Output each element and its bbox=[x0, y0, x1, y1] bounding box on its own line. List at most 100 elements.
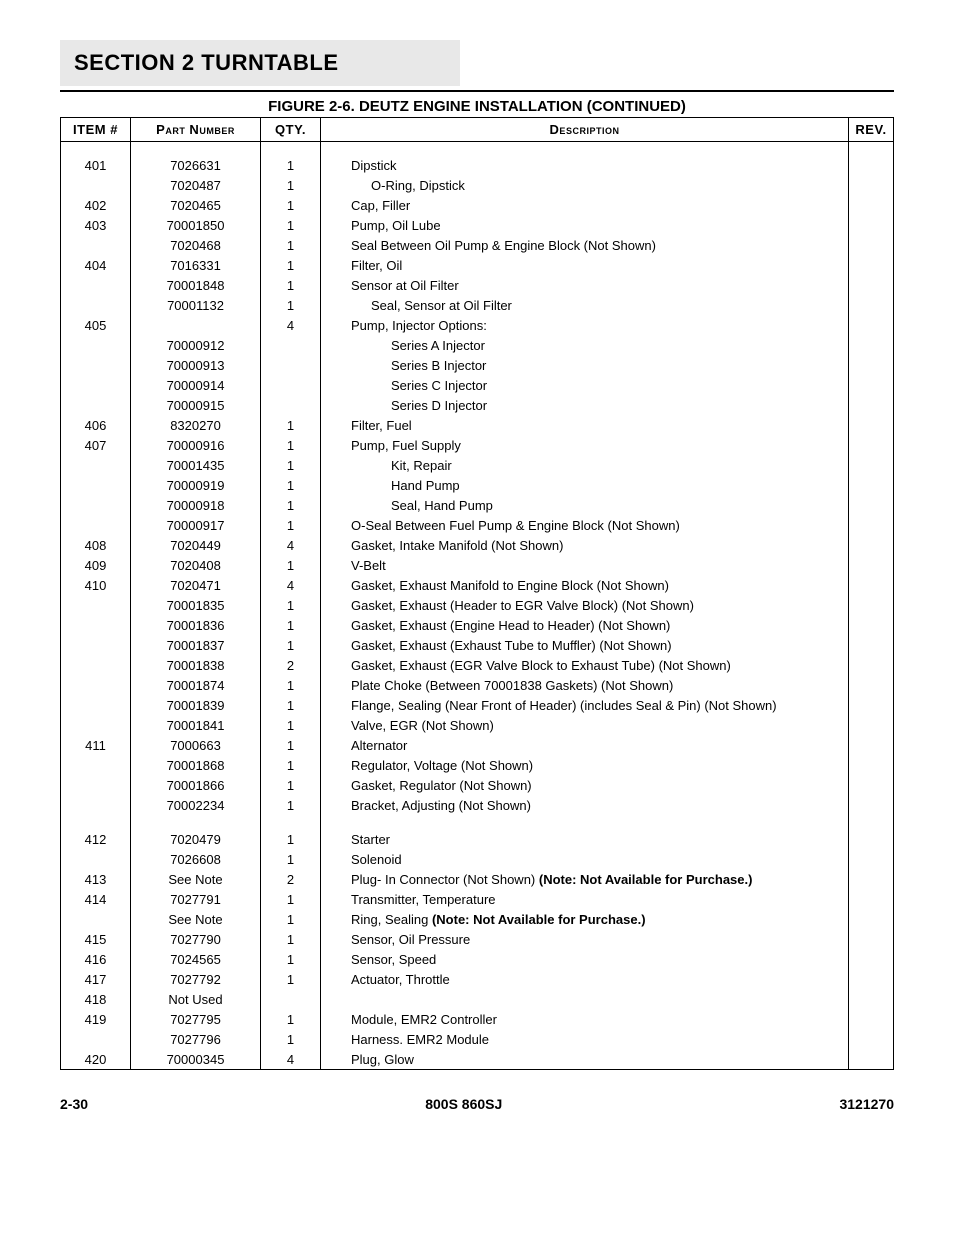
cell-rev bbox=[849, 416, 894, 436]
table-row: 700018391Flange, Sealing (Near Front of … bbox=[61, 696, 894, 716]
cell-rev bbox=[849, 356, 894, 376]
cell-rev bbox=[849, 796, 894, 816]
table-row: 40470163311Filter, Oil bbox=[61, 256, 894, 276]
parts-table: ITEM # Part Number QTY. Description REV.… bbox=[60, 117, 894, 1070]
cell-desc: Transmitter, Temperature bbox=[321, 890, 849, 910]
table-row: 420700003454Plug, Glow bbox=[61, 1050, 894, 1070]
cell-qty: 4 bbox=[261, 316, 321, 336]
cell-item bbox=[61, 296, 131, 316]
cell-part: 7020449 bbox=[131, 536, 261, 556]
cell-part: 70001848 bbox=[131, 276, 261, 296]
cell-item bbox=[61, 376, 131, 396]
cell-desc: Sensor, Speed bbox=[321, 950, 849, 970]
cell-desc: Plate Choke (Between 70001838 Gaskets) (… bbox=[321, 676, 849, 696]
cell-qty: 1 bbox=[261, 456, 321, 476]
cell-item: 415 bbox=[61, 930, 131, 950]
cell-part: 70001836 bbox=[131, 616, 261, 636]
col-header-qty: QTY. bbox=[261, 118, 321, 142]
cell-rev bbox=[849, 216, 894, 236]
cell-item: 406 bbox=[61, 416, 131, 436]
cell-part: 7020465 bbox=[131, 196, 261, 216]
table-row: 700018661Gasket, Regulator (Not Shown) bbox=[61, 776, 894, 796]
cell-desc: Actuator, Throttle bbox=[321, 970, 849, 990]
cell-item: 408 bbox=[61, 536, 131, 556]
cell-desc: Regulator, Voltage (Not Shown) bbox=[321, 756, 849, 776]
table-row: 700018351Gasket, Exhaust (Header to EGR … bbox=[61, 596, 894, 616]
table-row: 700018361Gasket, Exhaust (Engine Head to… bbox=[61, 616, 894, 636]
cell-desc: Module, EMR2 Controller bbox=[321, 1010, 849, 1030]
cell-qty: 1 bbox=[261, 596, 321, 616]
cell-part: 7020408 bbox=[131, 556, 261, 576]
cell-desc: Kit, Repair bbox=[321, 456, 849, 476]
cell-part: 7027795 bbox=[131, 1010, 261, 1030]
cell-rev bbox=[849, 890, 894, 910]
cell-desc: Valve, EGR (Not Shown) bbox=[321, 716, 849, 736]
cell-part: 7027791 bbox=[131, 890, 261, 910]
cell-desc: Plug- In Connector (Not Shown) (Note: No… bbox=[321, 870, 849, 890]
cell-item bbox=[61, 396, 131, 416]
cell-item bbox=[61, 656, 131, 676]
cell-part: Not Used bbox=[131, 990, 261, 1010]
cell-part: 70000345 bbox=[131, 1050, 261, 1070]
cell-qty: 1 bbox=[261, 476, 321, 496]
cell-part: 70001841 bbox=[131, 716, 261, 736]
table-row: 70204871O-Ring, Dipstick bbox=[61, 176, 894, 196]
cell-part: 70001866 bbox=[131, 776, 261, 796]
cell-qty: 1 bbox=[261, 256, 321, 276]
cell-desc: Series A Injector bbox=[321, 336, 849, 356]
cell-qty: 1 bbox=[261, 970, 321, 990]
table-row: 70266081Solenoid bbox=[61, 850, 894, 870]
cell-qty: 1 bbox=[261, 756, 321, 776]
cell-rev bbox=[849, 870, 894, 890]
cell-qty: 1 bbox=[261, 796, 321, 816]
cell-desc: Gasket, Exhaust (EGR Valve Block to Exha… bbox=[321, 656, 849, 676]
cell-rev bbox=[849, 776, 894, 796]
cell-part: 70000912 bbox=[131, 336, 261, 356]
cell-desc: Pump, Oil Lube bbox=[321, 216, 849, 236]
cell-qty: 1 bbox=[261, 736, 321, 756]
table-row: 407700009161Pump, Fuel Supply bbox=[61, 436, 894, 456]
cell-qty: 1 bbox=[261, 950, 321, 970]
cell-desc: Alternator bbox=[321, 736, 849, 756]
cell-item bbox=[61, 236, 131, 256]
footer-center: 800S 860SJ bbox=[425, 1096, 502, 1112]
cell-desc: Series C Injector bbox=[321, 376, 849, 396]
cell-part: 7027792 bbox=[131, 970, 261, 990]
table-row: 70000913Series B Injector bbox=[61, 356, 894, 376]
cell-desc: O-Seal Between Fuel Pump & Engine Block … bbox=[321, 516, 849, 536]
cell-part: 70001839 bbox=[131, 696, 261, 716]
cell-item: 418 bbox=[61, 990, 131, 1010]
cell-part: 70001837 bbox=[131, 636, 261, 656]
cell-desc: Pump, Injector Options: bbox=[321, 316, 849, 336]
cell-rev bbox=[849, 930, 894, 950]
cell-desc: Gasket, Exhaust Manifold to Engine Block… bbox=[321, 576, 849, 596]
cell-part: 70001132 bbox=[131, 296, 261, 316]
cell-rev bbox=[849, 296, 894, 316]
cell-desc: Dipstick bbox=[321, 156, 849, 176]
divider bbox=[60, 90, 894, 92]
col-header-rev: REV. bbox=[849, 118, 894, 142]
cell-desc: Series D Injector bbox=[321, 396, 849, 416]
cell-rev bbox=[849, 336, 894, 356]
table-row: See Note1Ring, Sealing (Note: Not Availa… bbox=[61, 910, 894, 930]
cell-rev bbox=[849, 636, 894, 656]
table-row: 70000912 Series A Injector bbox=[61, 336, 894, 356]
cell-part: 70001435 bbox=[131, 456, 261, 476]
cell-qty: 4 bbox=[261, 1050, 321, 1070]
cell-qty: 1 bbox=[261, 556, 321, 576]
cell-part: 70000916 bbox=[131, 436, 261, 456]
table-row: 40170266311Dipstick bbox=[61, 156, 894, 176]
cell-item bbox=[61, 776, 131, 796]
table-row: 403700018501Pump, Oil Lube bbox=[61, 216, 894, 236]
section-title: SECTION 2 TURNTABLE bbox=[60, 40, 460, 86]
cell-qty: 1 bbox=[261, 910, 321, 930]
cell-desc: Series B Injector bbox=[321, 356, 849, 376]
table-row bbox=[61, 816, 894, 830]
cell-rev bbox=[849, 736, 894, 756]
cell-rev bbox=[849, 256, 894, 276]
cell-rev bbox=[849, 156, 894, 176]
cell-item bbox=[61, 696, 131, 716]
cell-part: See Note bbox=[131, 870, 261, 890]
cell-qty: 1 bbox=[261, 1010, 321, 1030]
table-row: 700018741Plate Choke (Between 70001838 G… bbox=[61, 676, 894, 696]
